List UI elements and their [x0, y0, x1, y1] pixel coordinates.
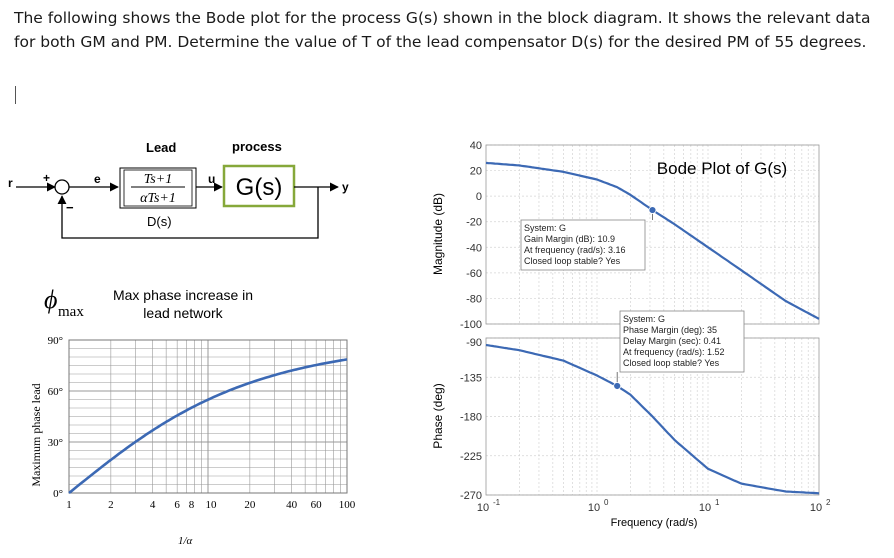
datatip-line: Gain Margin (dB): 10.9 — [524, 234, 615, 244]
svg-text:10: 10 — [810, 502, 822, 514]
sum-minus: − — [66, 200, 74, 215]
phase-chart-ytick: 0° — [53, 488, 63, 500]
datatip-box — [619, 310, 745, 373]
phase-chart-xlabel: 1/α — [178, 535, 193, 547]
phase-chart-ylabel: Maximum phase lead — [29, 383, 43, 486]
phase-ytick: -90 — [466, 337, 482, 349]
svg-text:2: 2 — [826, 498, 831, 507]
phase-ytick: -180 — [460, 412, 482, 424]
text-cursor — [15, 86, 16, 104]
block-diagram: Lead process r + − e Ts+1 αTs+1 D(s) u G… — [8, 139, 349, 239]
phase-curve — [485, 343, 820, 495]
mag-ytick: 0 — [476, 191, 482, 203]
phase-chart-xtick: 40 — [286, 499, 298, 511]
phase-chart-frame — [68, 339, 348, 494]
mag-ytick: -20 — [466, 217, 482, 229]
phase-chart-xtick: 60 — [311, 499, 323, 511]
mag-ytick: -60 — [466, 268, 482, 280]
bode-plot: Bode Plot of G(s) Magnitude (dB) Phase (… — [431, 140, 831, 529]
datatip-line: System: G — [623, 314, 665, 324]
lead-label: Lead — [146, 140, 176, 155]
svg-text:10: 10 — [477, 502, 489, 514]
lead-numerator: Ts+1 — [144, 172, 172, 187]
max-phase-lead-chart: ϕ max Max phase increase in lead network… — [29, 285, 356, 547]
mag-ytick: -80 — [466, 293, 482, 305]
feedback-path — [57, 187, 319, 239]
signal-e: e — [94, 172, 101, 186]
datatip-marker — [648, 206, 657, 214]
phase-chart-ytick: 30° — [48, 437, 63, 449]
datatip-line: At frequency (rad/s): 3.16 — [524, 245, 626, 255]
process-block — [222, 164, 296, 208]
bode-xtick: 10 0 — [588, 498, 609, 514]
svg-text:10: 10 — [699, 502, 711, 514]
phase-chart-title-1: Max phase increase in — [113, 287, 253, 303]
phi-symbol: ϕ — [44, 285, 57, 314]
question-text: The following shows the Bode plot for th… — [14, 9, 871, 51]
mag-ytick: -40 — [466, 242, 482, 254]
phase-chart-xtick: 1 — [66, 499, 72, 511]
mag-ytick: -100 — [460, 319, 482, 331]
phase-ytick: -270 — [460, 490, 482, 502]
datatip-box — [520, 219, 646, 271]
signal-y: y — [342, 180, 349, 194]
datatip-line: Closed loop stable? Yes — [623, 358, 720, 368]
svg-text:0: 0 — [604, 498, 609, 507]
process-tf: G(s) — [236, 174, 283, 201]
phi-sub: max — [58, 304, 84, 320]
lead-denominator: αTs+1 — [140, 191, 176, 206]
phase-chart-ytick: 60° — [48, 386, 63, 398]
phase-chart-ytick: 90° — [48, 335, 63, 347]
phase-chart-xtick: 20 — [244, 499, 256, 511]
mag-ylabel: Magnitude (dB) — [431, 193, 445, 275]
phase-chart-grid — [69, 340, 347, 493]
bode-xtick: 10 1 — [699, 498, 720, 514]
phase-ylabel: Phase (deg) — [431, 383, 445, 448]
mag-ytick: 20 — [470, 166, 482, 178]
datatip-marker — [613, 382, 622, 390]
lead-name: D(s) — [147, 214, 172, 229]
bode-xlabel: Frequency (rad/s) — [611, 517, 698, 529]
bode-title: Bode Plot of G(s) — [657, 159, 787, 178]
summing-junction — [54, 179, 70, 195]
phase-ytick: -225 — [460, 451, 482, 463]
phase-chart-xtick: 10 — [206, 499, 218, 511]
sum-plus: + — [43, 171, 50, 185]
phase-chart-title-2: lead network — [143, 305, 223, 321]
phase-lead-curve — [68, 358, 348, 495]
lead-block-inner — [123, 169, 193, 207]
datatip-line: Closed loop stable? Yes — [524, 256, 621, 266]
phase-chart-xtick: 6 — [174, 499, 180, 511]
signal-r: r — [8, 176, 13, 190]
process-label: process — [232, 139, 282, 154]
datatip-line: Phase Margin (deg): 35 — [623, 325, 717, 335]
mag-ytick: 40 — [470, 140, 482, 152]
datatip-line: System: G — [524, 223, 566, 233]
phase-chart-xtick: 2 — [108, 499, 114, 511]
svg-text:-1: -1 — [493, 498, 501, 507]
svg-text:1: 1 — [715, 498, 720, 507]
phase-chart-xtick: 8 — [189, 499, 195, 511]
bode-xtick: 10 -1 — [477, 498, 501, 514]
bode-xtick: 10 2 — [810, 498, 831, 514]
datatip-line: Delay Margin (sec): 0.41 — [623, 336, 721, 346]
phase-chart-xtick: 100 — [339, 499, 356, 511]
signal-u: u — [208, 172, 215, 186]
datatip-line: At frequency (rad/s): 1.52 — [623, 347, 725, 357]
phase-chart-xtick: 4 — [150, 499, 156, 511]
svg-text:10: 10 — [588, 502, 600, 514]
phase-ytick: -135 — [460, 372, 482, 384]
